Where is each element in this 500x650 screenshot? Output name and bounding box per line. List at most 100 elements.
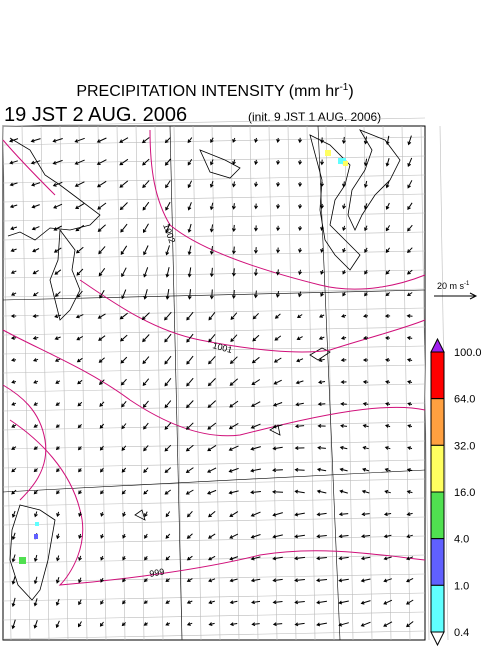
- wind-arrow: [298, 225, 302, 231]
- precip-cell: [338, 158, 346, 164]
- wind-arrow: [121, 423, 127, 430]
- wind-arrow: [340, 380, 347, 384]
- wind-arrow: [406, 599, 414, 605]
- wind-arrow: [78, 555, 82, 561]
- wind-arrow: [143, 289, 148, 300]
- wind-arrow: [164, 355, 172, 365]
- wind-arrow: [77, 379, 83, 385]
- colorbar-box: [430, 491, 445, 540]
- title: PRECIPITATION INTENSITY (mm hr-1): [76, 82, 353, 100]
- wind-arrow: [10, 248, 17, 252]
- wind-arrow: [143, 622, 148, 626]
- wind-arrow: [298, 159, 302, 166]
- wind-arrow: [165, 511, 171, 518]
- wind-arrow: [320, 203, 324, 210]
- wind-arrow: [143, 467, 149, 474]
- wind-arrow: [294, 578, 305, 583]
- coastline: [7, 137, 101, 241]
- wind-arrow: [383, 621, 393, 627]
- wind-arrow: [144, 555, 148, 561]
- wind-arrow: [142, 334, 150, 343]
- wind-arrow: [340, 358, 347, 362]
- graticule-line: [2, 402, 426, 412]
- graticule-line: [2, 497, 426, 507]
- wind-arrow: [316, 578, 328, 583]
- map-frame: [2, 125, 426, 641]
- wind-arrow: [385, 269, 391, 275]
- wind-arrow: [406, 556, 414, 561]
- wind-arrow: [98, 379, 105, 386]
- wind-arrow: [74, 137, 85, 143]
- wind-arrow: [294, 556, 306, 561]
- wind-arrow: [363, 136, 368, 145]
- graticule-line: [2, 478, 426, 488]
- wind-arrow: [384, 446, 391, 450]
- wind-arrow: [9, 182, 18, 187]
- wind-arrow: [407, 202, 413, 211]
- reference-vector: [434, 292, 478, 300]
- graticule-line: [40, 125, 50, 641]
- graticule-line: [2, 440, 426, 450]
- wind-arrow: [229, 533, 239, 539]
- wind-arrow: [276, 269, 280, 276]
- wind-arrow: [340, 336, 347, 340]
- wind-arrow: [142, 378, 150, 387]
- wind-arrow: [228, 422, 239, 430]
- wind-arrow: [75, 203, 85, 209]
- wind-arrow: [407, 446, 413, 450]
- wind-arrow: [34, 511, 38, 518]
- wind-arrow: [11, 468, 17, 473]
- wind-arrow: [250, 423, 261, 429]
- wind-arrow: [207, 378, 216, 387]
- wind-arrow: [316, 489, 327, 494]
- wind-arrow: [250, 490, 261, 495]
- wind-arrow: [341, 314, 347, 318]
- wind-arrow: [119, 158, 129, 166]
- wind-arrow: [251, 356, 260, 364]
- wind-arrow: [406, 358, 413, 362]
- wind-arrow: [207, 467, 217, 473]
- wind-arrow: [276, 203, 281, 210]
- wind-arrow: [294, 622, 305, 627]
- wind-arrow: [99, 401, 105, 407]
- wind-arrow: [230, 334, 238, 342]
- wind-arrow: [208, 555, 216, 561]
- wind-arrow: [250, 578, 261, 583]
- wind-arrow: [273, 357, 282, 363]
- wind-arrow: [318, 380, 326, 385]
- isobar: [2, 139, 56, 196]
- wind-arrow: [165, 622, 171, 626]
- wind-arrow: [361, 489, 370, 494]
- wind-arrow: [121, 267, 127, 278]
- wind-arrow: [143, 223, 149, 234]
- contour-label: 999: [149, 567, 166, 579]
- graticule-line: [2, 250, 426, 260]
- wind-arrow: [276, 137, 280, 143]
- wind-arrow: [272, 534, 283, 539]
- wind-arrow: [272, 489, 284, 494]
- wind-arrow: [342, 269, 346, 275]
- wind-arrow: [11, 554, 16, 563]
- wind-arrow: [165, 600, 171, 604]
- wind-arrow: [11, 292, 17, 296]
- colorbar: 100.0 64.0 32.0 16.0 4.0 1.0 0.4: [430, 337, 482, 647]
- wind-arrow: [250, 446, 261, 451]
- wind-arrow: [143, 267, 149, 278]
- wind-arrow: [254, 181, 258, 188]
- wind-arrow: [385, 380, 391, 384]
- wind-arrow: [338, 600, 349, 605]
- wind-arrow: [186, 400, 194, 409]
- wind-arrow: [383, 578, 392, 583]
- wind-arrow: [11, 402, 17, 406]
- wind-arrow: [362, 380, 369, 384]
- wind-arrow: [232, 159, 236, 166]
- wind-arrow: [298, 137, 302, 144]
- wind-arrow: [33, 424, 38, 428]
- wind-arrow: [96, 180, 107, 188]
- wind-arrow: [56, 490, 60, 495]
- wind-arrow: [295, 380, 304, 385]
- wind-arrow: [186, 533, 193, 539]
- wind-arrow: [53, 203, 63, 209]
- colorbar-box: [430, 584, 445, 633]
- colorbar-box: [430, 351, 445, 400]
